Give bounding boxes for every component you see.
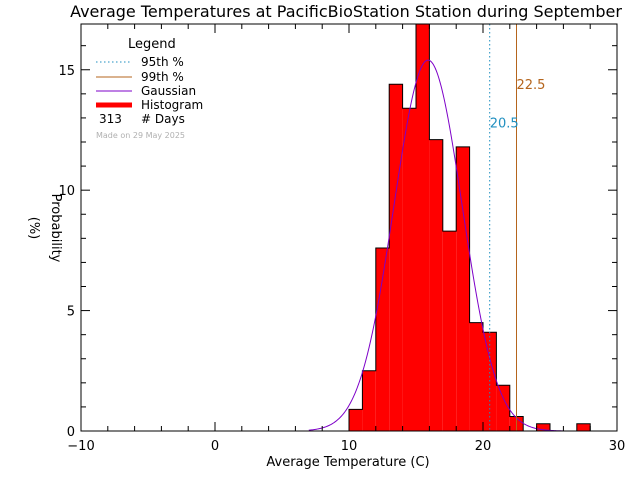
x-tick-label-0: 0 — [211, 439, 219, 454]
histogram-bar-9 — [469, 322, 483, 431]
legend: Legend 95th % 99th % Gaussian Histogram … — [96, 37, 203, 140]
chart-title: Average Temperatures at PacificBioStatio… — [70, 2, 622, 21]
histogram-bar-14 — [536, 423, 550, 431]
legend-title: Legend — [128, 37, 176, 52]
x-tick-label-20: 20 — [475, 439, 492, 454]
y-tick-label-15: 15 — [58, 64, 75, 79]
legend-95th-label: 95th % — [141, 55, 184, 69]
x-tick-label--10: −10 — [67, 439, 94, 454]
legend-99th-label: 99th % — [141, 70, 184, 84]
histogram-bar-1 — [362, 370, 376, 431]
y-tick-label-5: 5 — [67, 305, 75, 320]
legend-days-count: 313 — [99, 112, 122, 126]
histogram-bar-5 — [416, 24, 430, 431]
histogram-outline — [348, 23, 591, 432]
y-axis-label-line-0: Probability — [48, 194, 63, 263]
percentile-99-value: 22.5 — [517, 78, 546, 93]
percentile-95-value: 20.5 — [490, 117, 519, 132]
y-axis-label: Probability (%) — [26, 194, 63, 263]
gaussian-curve — [308, 59, 564, 432]
histogram-bar-7 — [442, 231, 457, 431]
legend-histogram-label: Histogram — [141, 98, 203, 112]
histogram-bar-6 — [429, 139, 443, 431]
y-tick-label-0: 0 — [67, 425, 75, 440]
histogram-bar-2 — [375, 247, 390, 431]
made-on-note: Made on 29 May 2025 — [96, 131, 185, 140]
histogram-bar-17 — [576, 423, 591, 431]
histogram-bar-3 — [389, 84, 403, 432]
histogram-bar-4 — [402, 108, 416, 431]
legend-gaussian-label: Gaussian — [141, 84, 196, 98]
histogram-bar-11 — [496, 385, 510, 431]
legend-days-label: # Days — [141, 112, 185, 126]
x-tick-label-10: 10 — [341, 439, 358, 454]
histogram-bar-8 — [456, 146, 470, 431]
histogram-bar-0 — [349, 409, 363, 431]
x-tick-label-30: 30 — [609, 439, 626, 454]
x-axis-label: Average Temperature (C) — [266, 455, 429, 470]
y-tick-label-10: 10 — [58, 184, 75, 199]
histogram-bar-10 — [483, 332, 497, 431]
y-axis-label-line-1: (%) — [26, 217, 41, 240]
